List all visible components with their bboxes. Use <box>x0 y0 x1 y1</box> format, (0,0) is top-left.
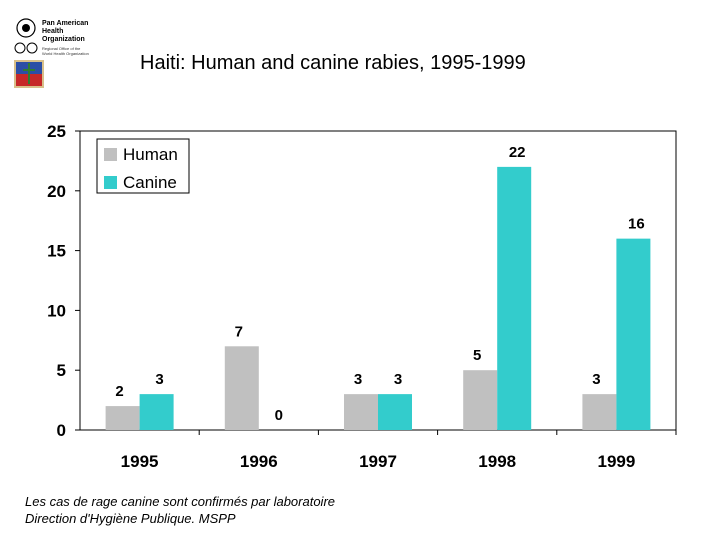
bar-canine <box>616 238 651 430</box>
y-tick-label: 25 <box>47 122 66 141</box>
bar-canine <box>497 166 532 430</box>
data-label-canine: 0 <box>275 407 283 424</box>
footer-line-1: Les cas de rage canine sont confirmés pa… <box>25 494 336 509</box>
x-tick-label: 1997 <box>359 452 397 471</box>
paho-subtitle-line-2: World Health Organization <box>42 51 89 56</box>
data-label-human: 2 <box>115 383 123 400</box>
paho-subtitle-line-1: Regional Office of the <box>42 46 81 51</box>
y-tick-label: 0 <box>57 421 66 440</box>
y-tick-label: 20 <box>47 182 66 201</box>
data-label-human: 3 <box>592 371 600 388</box>
logo-block: Pan American Health Organization Regiona… <box>12 14 122 94</box>
footer-line-2: Direction d'Hygiène Publique. MSPP <box>25 511 236 526</box>
paho-name: Pan American Health Organization <box>42 20 122 44</box>
y-tick-label: 5 <box>57 361 66 380</box>
legend-label-human: Human <box>123 145 178 164</box>
globe-icon <box>26 42 38 54</box>
data-label-canine: 3 <box>155 371 163 388</box>
legend-label-canine: Canine <box>123 173 177 192</box>
who-emblem-icon <box>14 42 26 54</box>
bar-human <box>224 346 259 430</box>
bar-human <box>344 394 378 430</box>
data-label-canine: 22 <box>509 144 526 161</box>
chart-title: Haiti: Human and canine rabies, 1995-199… <box>140 52 526 74</box>
data-label-human: 5 <box>473 347 481 364</box>
paho-subtitle: Regional Office of the World Health Orga… <box>42 46 122 56</box>
x-tick-label: 1998 <box>478 452 516 471</box>
data-label-human: 3 <box>354 371 362 388</box>
paho-emblem-icon <box>16 18 36 38</box>
data-label-canine: 16 <box>628 216 645 233</box>
data-label-canine: 3 <box>394 371 402 388</box>
paho-name-line-1: Pan American <box>42 20 89 27</box>
footer-note: Les cas de rage canine sont confirmés pa… <box>25 493 335 527</box>
bar-human <box>105 406 140 430</box>
legend-swatch-human <box>104 148 117 161</box>
bar-canine <box>378 394 412 430</box>
bar-human <box>582 394 617 430</box>
paho-logo <box>14 18 44 88</box>
legend-swatch-canine <box>104 176 117 189</box>
paho-name-line-3: Organization <box>42 36 85 43</box>
x-tick-label: 1996 <box>240 452 278 471</box>
bar-canine <box>139 394 174 430</box>
haiti-coat-of-arms-icon <box>14 60 44 88</box>
x-tick-label: 1995 <box>121 452 159 471</box>
y-tick-label: 15 <box>47 242 66 261</box>
paho-emblem-center-icon <box>22 24 30 32</box>
x-tick-label: 1999 <box>597 452 635 471</box>
data-label-human: 7 <box>235 323 243 340</box>
bar-human <box>463 370 498 430</box>
paho-name-line-2: Health <box>42 28 64 35</box>
y-tick-label: 10 <box>47 301 66 320</box>
